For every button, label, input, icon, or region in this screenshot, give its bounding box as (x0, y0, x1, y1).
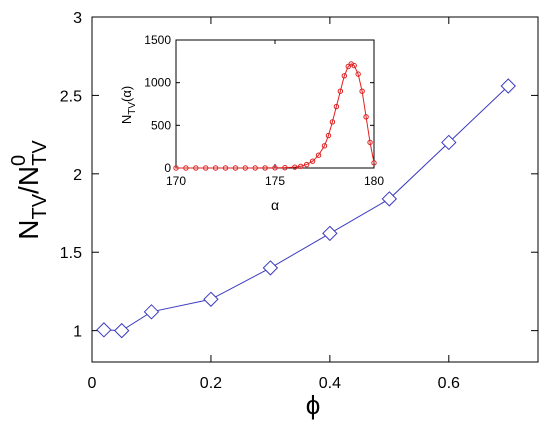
main-x-axis-title: ϕ (306, 390, 321, 420)
inset-data-point (359, 88, 365, 94)
ylabel-sup: 0 (8, 155, 30, 166)
main-y-tick-label: 2 (73, 167, 82, 184)
main-data-point (262, 260, 279, 276)
inset-data-point (303, 161, 310, 168)
inset-y-tick-label: 1500 (144, 33, 171, 47)
inset-data-point (262, 165, 268, 171)
inset-series-line (176, 63, 375, 169)
inset-data-point (351, 62, 357, 69)
inset-data-point (203, 165, 209, 171)
inset-data-point (315, 152, 322, 158)
inset-data-point (232, 165, 239, 171)
inset-data-point (333, 103, 340, 110)
main-data-point (500, 78, 516, 94)
main-x-tick-label: 0 (88, 375, 97, 392)
main-data-point (203, 291, 219, 307)
inset-data-point (355, 71, 361, 77)
inset-data-point (341, 73, 347, 79)
inset-x-tick-label: 180 (364, 174, 384, 188)
inset-data-point (325, 132, 332, 139)
inset-data-point (298, 163, 304, 169)
inset-data-point (193, 165, 199, 171)
inset-x-axis: 170 175 180 (166, 40, 384, 188)
main-x-tick-label: 0.2 (200, 375, 222, 392)
inset-y-tick-label: 1000 (144, 76, 171, 90)
main-data-point (381, 191, 398, 207)
main-y-axis: 1 1.5 2 2.5 3 (60, 10, 538, 341)
inset-data-point (282, 164, 288, 171)
inset-data-point (222, 165, 229, 171)
inset-series (173, 61, 377, 171)
ylabel-main: N (13, 220, 44, 240)
inset-data-point (337, 88, 344, 94)
ylabel-slash: /N (13, 166, 44, 194)
main-data-point (441, 134, 457, 151)
inset-plot: 170 175 180 0 500 1000 1500 α NTV(α) (119, 33, 384, 213)
main-data-point (114, 322, 130, 339)
main-x-axis: 0 0.2 0.4 0.6 (88, 17, 460, 392)
main-y-tick-label: 2.5 (60, 88, 82, 105)
inset-x-tick-label: 170 (166, 174, 186, 188)
inset-plot-background (175, 39, 375, 169)
inset-ylabel-suffix: (α) (119, 86, 134, 102)
inset-data-point (272, 165, 278, 171)
inset-ylabel-main: N (119, 115, 134, 124)
inset-data-point (242, 165, 249, 171)
main-y-axis-title: NTV/N0TV (8, 140, 51, 240)
inset-y-axis-title: NTV(α) (119, 86, 138, 124)
inset-y-tick-label: 0 (164, 161, 171, 175)
inset-data-point (329, 119, 336, 125)
inset-data-point (173, 165, 179, 171)
inset-data-point (183, 165, 189, 171)
main-data-point (143, 304, 160, 320)
ylabel-sub2: TV (29, 140, 51, 166)
main-plot-frame (91, 16, 539, 363)
main-y-tick-label: 3 (73, 10, 82, 27)
inset-ylabel-sub: TV (127, 102, 138, 115)
inset-data-point (321, 143, 328, 149)
svg-text:NTV/N0TV: NTV/N0TV (8, 140, 51, 240)
main-data-point (96, 322, 112, 338)
main-plot: 0 0.2 0.4 0.6 11.522.53 ϕ NTV/N0TV (8, 10, 539, 420)
inset-data-point (292, 164, 298, 170)
main-x-tick-label: 0.6 (438, 375, 460, 392)
inset-data-point (252, 165, 258, 171)
main-series (96, 78, 516, 339)
inset-x-axis-title: α (271, 197, 279, 213)
inset-y-tick-label: 500 (151, 118, 171, 132)
main-y-tick-label: 1.5 (60, 245, 82, 262)
inset-data-point (309, 158, 316, 164)
ylabel-sub1: TV (29, 193, 51, 219)
inset-data-point (363, 114, 369, 120)
inset-data-point (367, 139, 373, 146)
inset-data-point (371, 160, 377, 166)
main-y-tick-label: 1 (73, 324, 82, 341)
inset-data-point (212, 165, 219, 171)
inset-x-tick-label: 175 (265, 174, 285, 188)
main-data-point (322, 225, 338, 242)
main-x-tick-label: 0.4 (319, 375, 341, 392)
svg-text:NTV(α): NTV(α) (119, 86, 138, 124)
